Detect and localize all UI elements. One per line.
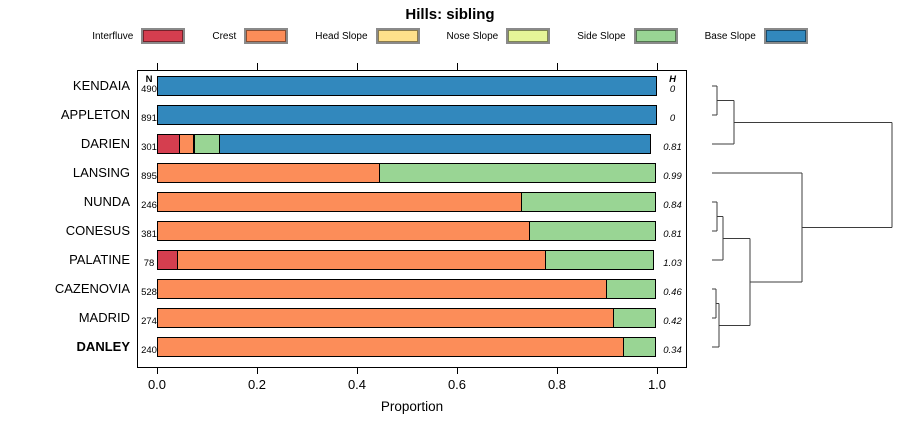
x-axis-top-tick bbox=[457, 63, 458, 70]
n-value: 301 bbox=[141, 142, 157, 153]
stacked-bar bbox=[157, 192, 656, 212]
x-axis-tick bbox=[557, 368, 558, 374]
x-axis-tick bbox=[457, 368, 458, 374]
x-axis-top-tick bbox=[157, 63, 158, 70]
bar-segment-base_slope bbox=[157, 76, 657, 96]
legend-swatch-base_slope bbox=[763, 28, 808, 44]
h-value: 0.34 bbox=[663, 345, 682, 356]
x-axis-title: Proportion bbox=[380, 399, 444, 414]
n-value: 891 bbox=[141, 113, 157, 124]
n-value: 528 bbox=[141, 287, 157, 298]
x-axis-tick-label: 0.0 bbox=[147, 377, 167, 392]
row-label: APPLETON bbox=[60, 107, 130, 122]
n-value: 895 bbox=[141, 171, 157, 182]
legend-item-interfluve: Interfluve bbox=[92, 28, 186, 44]
x-axis-tick bbox=[357, 368, 358, 374]
stacked-bar bbox=[157, 337, 656, 357]
n-value: 274 bbox=[141, 316, 157, 327]
bar-segment-side_slope bbox=[529, 221, 656, 241]
legend-item-nose_slope: Nose Slope bbox=[447, 28, 551, 44]
h-column-header: H bbox=[669, 74, 676, 85]
h-value: 0 bbox=[669, 84, 676, 95]
x-axis-tick bbox=[257, 368, 258, 374]
h-value: 0.81 bbox=[663, 142, 682, 153]
bar-segment-side_slope bbox=[613, 308, 656, 328]
h-value: 0.46 bbox=[663, 287, 682, 298]
legend-swatch-nose_slope bbox=[506, 28, 551, 44]
n-value: 78 bbox=[143, 258, 155, 269]
stacked-bar bbox=[157, 76, 657, 96]
row-label: KENDAIA bbox=[72, 78, 130, 93]
x-axis-tick-label: 0.8 bbox=[547, 377, 567, 392]
n-value: 490 bbox=[141, 84, 157, 95]
row-label: NUNDA bbox=[83, 194, 130, 209]
bar-segment-base_slope bbox=[219, 134, 651, 154]
legend-item-crest: Crest bbox=[212, 28, 289, 44]
legend-label: Interfluve bbox=[92, 30, 134, 42]
stacked-bar bbox=[157, 308, 656, 328]
row-label: PALATINE bbox=[69, 252, 130, 267]
h-value: 0.84 bbox=[663, 200, 682, 211]
x-axis-top-tick bbox=[557, 63, 558, 70]
legend-label: Side Slope bbox=[577, 30, 626, 42]
h-value: 0.81 bbox=[663, 229, 682, 240]
x-axis-tick-label: 1.0 bbox=[647, 377, 667, 392]
legend-swatch-head_slope bbox=[375, 28, 420, 44]
row-label: DANLEY bbox=[76, 339, 130, 354]
stacked-bar bbox=[157, 279, 656, 299]
bar-segment-side_slope bbox=[378, 163, 656, 183]
x-axis-tick bbox=[157, 368, 158, 374]
n-value: 381 bbox=[141, 229, 157, 240]
stacked-bar bbox=[157, 134, 651, 154]
h-value: 0.99 bbox=[663, 171, 682, 182]
legend-item-side_slope: Side Slope bbox=[577, 28, 678, 44]
legend-label: Crest bbox=[212, 30, 237, 42]
chart-title: Hills: sibling bbox=[405, 6, 495, 23]
legend: Interfluve Crest Head Slope Nose Slope Side … bbox=[0, 28, 900, 44]
x-axis-tick-label: 0.4 bbox=[347, 377, 367, 392]
stacked-bar bbox=[157, 105, 657, 125]
bar-segment-side_slope bbox=[605, 279, 656, 299]
bar-segment-side_slope bbox=[623, 337, 656, 357]
n-value: 246 bbox=[141, 200, 157, 211]
x-axis-tick bbox=[657, 368, 658, 374]
legend-label: Nose Slope bbox=[446, 30, 499, 42]
x-axis-top-tick bbox=[657, 63, 658, 70]
row-label: CONESUS bbox=[65, 223, 130, 238]
h-value: 1.03 bbox=[663, 258, 682, 269]
bar-segment-base_slope bbox=[157, 105, 657, 125]
stacked-bar bbox=[157, 221, 656, 241]
legend-label: Base Slope bbox=[704, 30, 756, 42]
row-label: MADRID bbox=[78, 310, 130, 325]
legend-swatch-crest bbox=[244, 28, 289, 44]
stacked-bar bbox=[157, 163, 656, 183]
stacked-bar bbox=[157, 250, 654, 270]
n-value: 240 bbox=[141, 345, 157, 356]
legend-swatch-side_slope bbox=[633, 28, 678, 44]
legend-item-base_slope: Base Slope bbox=[705, 28, 808, 44]
bar-segment-side_slope bbox=[545, 250, 654, 270]
row-label: LANSING bbox=[72, 165, 130, 180]
legend-swatch-interfluve bbox=[141, 28, 186, 44]
h-value: 0.42 bbox=[663, 316, 682, 327]
h-value: 0 bbox=[669, 113, 676, 124]
x-axis-tick-label: 0.6 bbox=[447, 377, 467, 392]
legend-label: Head Slope bbox=[315, 30, 368, 42]
legend-item-head_slope: Head Slope bbox=[315, 28, 420, 44]
x-axis-tick-label: 0.2 bbox=[247, 377, 267, 392]
row-label: CAZENOVIA bbox=[54, 281, 130, 296]
bar-segment-side_slope bbox=[520, 192, 656, 212]
x-axis-top-tick bbox=[257, 63, 258, 70]
row-label: DARIEN bbox=[80, 136, 130, 151]
x-axis-top-tick bbox=[357, 63, 358, 70]
n-column-header: N bbox=[145, 74, 153, 85]
